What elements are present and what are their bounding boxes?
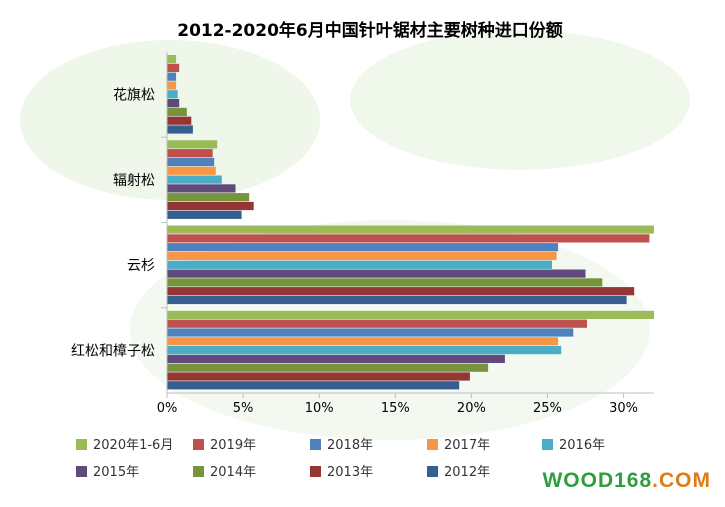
legend-label: 2015年 [93,465,139,480]
bar [167,116,192,125]
legend-swatch [76,439,87,450]
bar [167,166,216,175]
watermark-logo: WOOD168.COM [542,469,711,492]
x-tick-label: 0% [157,401,178,416]
bar [167,278,603,287]
legend-label: 2019年 [210,438,256,453]
bar [167,63,180,72]
bar [167,140,218,149]
legend-swatch [427,466,438,477]
legend-swatch [310,466,321,477]
legend-label: 2017年 [444,438,490,453]
bar [167,125,193,134]
bar [167,260,552,269]
bar [167,184,236,193]
bar [167,99,180,108]
bar [167,328,574,337]
legend-label: 2020年1-6月 [93,438,173,453]
bar [167,251,557,261]
y-tick-label: 辐射松 [113,173,155,189]
x-tick-label: 25% [533,401,562,416]
legend-swatch [193,439,204,450]
legend-swatch [76,466,87,477]
bar [167,193,250,202]
y-tick-label: 花旗松 [113,88,155,104]
bar [167,157,215,167]
bar [167,337,559,346]
legend-label: 2016年 [559,438,605,453]
bar [167,295,627,305]
legend-label: 2012年 [444,465,490,480]
y-tick-label: 云杉 [127,258,155,274]
bar [167,287,635,296]
legend-label: 2014年 [210,465,256,480]
bar [167,81,177,90]
legend-label: 2013年 [327,465,373,480]
bar [167,354,505,363]
bar [167,107,187,116]
legend-swatch [427,439,438,450]
legend-label: 2018年 [327,438,373,453]
y-tick-label: 红松和樟子松 [71,342,155,359]
bar [167,269,586,278]
bar [167,55,177,64]
bar [167,310,654,319]
x-tick-label: 5% [233,401,254,416]
x-tick-label: 20% [457,401,486,416]
x-tick-label: 10% [305,401,334,416]
bar [167,381,460,390]
bar [167,319,587,328]
bar [167,149,213,158]
bar [167,225,654,234]
legend: 2020年1-6月 2019年 2018年 2017年 2016年 2015年 2014年 2… [76,438,605,480]
bar [167,175,222,184]
bar [167,210,242,219]
bar [167,346,562,355]
x-tick-label: 30% [609,401,638,416]
bar [167,363,489,372]
bar [167,372,470,381]
bar [167,90,178,99]
bar [167,72,177,81]
x-tick-label: 15% [381,401,410,416]
bar [167,201,254,211]
legend-swatch [193,466,204,477]
bar [167,243,559,252]
chart-title: 2012-2020年6月中国针叶锯材主要树种进口份额 [177,20,563,41]
legend-swatch [542,439,553,450]
legend-swatch [310,439,321,450]
bar [167,234,650,243]
